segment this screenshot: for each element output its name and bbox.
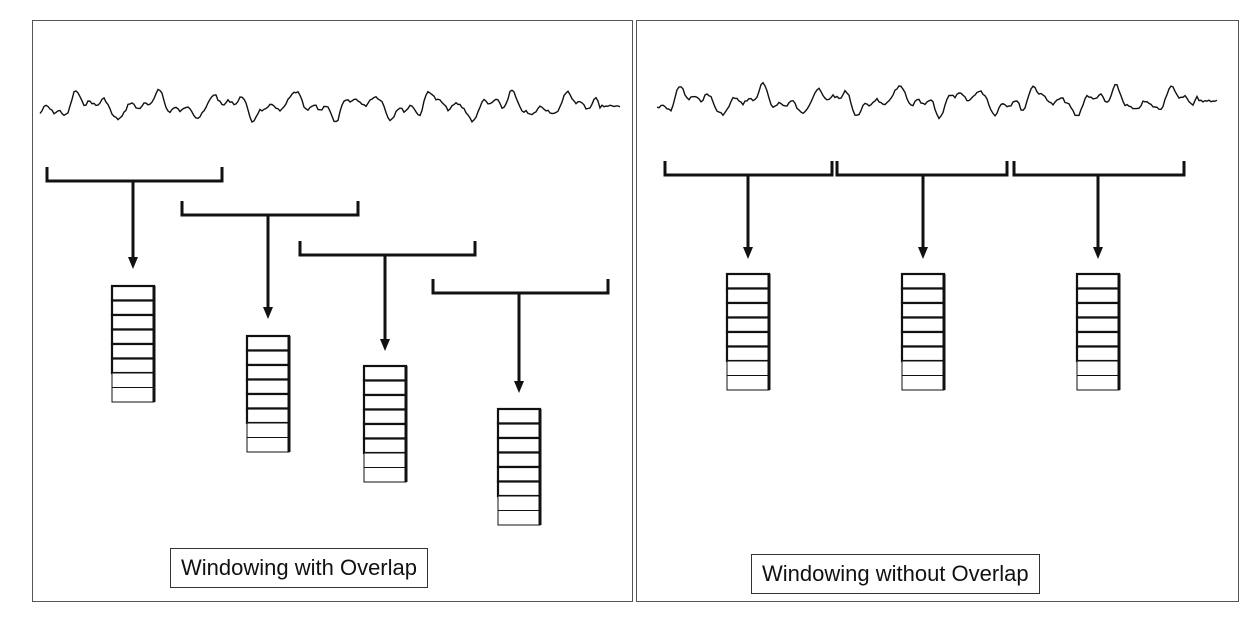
feature-frame [110, 284, 156, 403]
arrow-head [1093, 247, 1103, 259]
frame-cell [496, 480, 542, 498]
frame-cell [111, 387, 155, 403]
arrow-head [514, 381, 524, 393]
frame-cell [725, 345, 771, 363]
frame-cell [1075, 316, 1121, 334]
window-bracket [835, 161, 1009, 177]
frame-cell [1075, 345, 1121, 363]
frame-cell [497, 495, 541, 511]
window-4 [431, 279, 610, 526]
panel-windowing-with-overlap: Windowing with Overlap [32, 20, 633, 602]
frame-cell [245, 407, 291, 425]
window-bracket [1012, 161, 1186, 177]
frame-cell [362, 364, 408, 382]
window-bracket [298, 241, 477, 257]
frame-cell [1075, 330, 1121, 348]
frame-cell [1075, 272, 1121, 290]
frame-cell [1076, 375, 1120, 391]
diagram-with-overlap [39, 88, 621, 526]
frame-cell [362, 408, 408, 426]
frame-cell [497, 510, 541, 526]
frame-cell [245, 363, 291, 381]
frame-cell [900, 345, 946, 363]
frame-cell [900, 301, 946, 319]
window-2 [180, 201, 360, 453]
frame-cell [496, 451, 542, 469]
frame-cell [725, 316, 771, 334]
frame-cell [900, 287, 946, 305]
frame-cell [245, 378, 291, 396]
frame-cell [245, 392, 291, 410]
frame-cell [110, 313, 156, 331]
frame-cell [900, 316, 946, 334]
window-bracket [431, 279, 610, 295]
frame-cell [363, 452, 407, 468]
frame-cell [901, 360, 945, 376]
caption-with-overlap: Windowing with Overlap [170, 548, 428, 588]
signal-waveform [656, 81, 1218, 120]
frame-cell [110, 299, 156, 317]
window-bracket [180, 201, 360, 217]
frame-cell [726, 375, 770, 391]
arrow-head [918, 247, 928, 259]
frame-cell [1075, 301, 1121, 319]
frame-cell [496, 407, 542, 425]
frame-cell [246, 422, 290, 438]
frame-cell [900, 272, 946, 290]
window-3 [298, 241, 477, 483]
frame-cell [245, 349, 291, 367]
frame-cell [362, 437, 408, 455]
arrow-head [743, 247, 753, 259]
frame-cell [110, 328, 156, 346]
frame-cell [362, 422, 408, 440]
frame-cell [725, 272, 771, 290]
window-bracket [663, 161, 834, 177]
window-1 [663, 161, 834, 391]
frame-cell [245, 334, 291, 352]
feature-frame [496, 407, 542, 526]
frame-cell [1075, 287, 1121, 305]
feature-frame [1075, 272, 1121, 391]
diagram-without-overlap [656, 81, 1218, 391]
arrow-head [263, 307, 273, 319]
window-bracket [45, 167, 224, 183]
frame-cell [900, 330, 946, 348]
frame-cell [726, 360, 770, 376]
frame-cell [246, 437, 290, 453]
frame-cell [110, 284, 156, 302]
feature-frame [245, 334, 291, 453]
feature-frame [900, 272, 946, 391]
window-3 [1012, 161, 1186, 391]
window-2 [835, 161, 1009, 391]
caption-without-overlap: Windowing without Overlap [751, 554, 1040, 594]
frame-cell [362, 379, 408, 397]
frame-cell [496, 465, 542, 483]
frame-cell [901, 375, 945, 391]
signal-waveform [39, 88, 621, 123]
frame-cell [110, 342, 156, 360]
feature-frame [725, 272, 771, 391]
frame-cell [725, 287, 771, 305]
arrow-head [128, 257, 138, 269]
frame-cell [362, 393, 408, 411]
frame-cell [110, 357, 156, 375]
frame-cell [496, 422, 542, 440]
arrow-head [380, 339, 390, 351]
frame-cell [725, 301, 771, 319]
frame-cell [725, 330, 771, 348]
frame-cell [111, 372, 155, 388]
frame-cell [496, 436, 542, 454]
panel-windowing-without-overlap: Windowing without Overlap [636, 20, 1239, 602]
frame-cell [1076, 360, 1120, 376]
frame-cell [363, 467, 407, 483]
window-1 [45, 167, 224, 403]
feature-frame [362, 364, 408, 483]
